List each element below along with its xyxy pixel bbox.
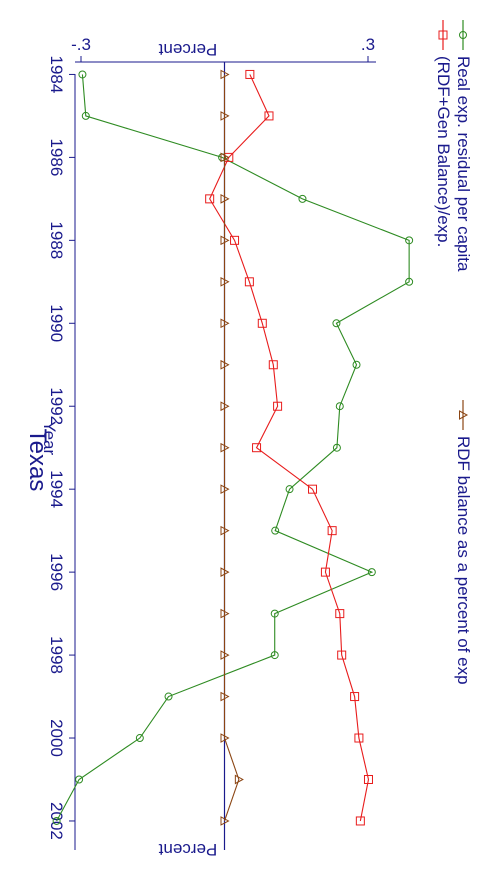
data-point [220,194,230,204]
data-point [220,567,230,577]
data-point [327,526,337,536]
data-point [245,69,255,79]
data-point [405,236,414,245]
data-point [220,401,230,412]
y-tick-label: .3 [361,35,375,54]
data-point [220,608,230,619]
series-1 [52,70,414,825]
x-tick-label: 1988 [47,221,66,259]
data-point [354,733,364,743]
x-tick-label: 1990 [47,304,66,342]
data-point [352,360,361,369]
data-point [363,774,373,784]
data-point [220,484,230,495]
data-point [220,359,230,370]
data-point [220,69,230,80]
series-line [56,74,410,822]
data-point [335,402,344,411]
data-point [257,318,267,328]
data-point [285,485,294,494]
data-point [270,651,279,660]
data-point [220,235,230,246]
data-point [220,442,230,453]
legend: Real exp. residual per capita(RDF+Gen Ba… [434,20,473,685]
data-point [234,774,244,785]
series-3 [220,69,244,826]
data-point [350,692,360,702]
data-point [355,816,365,826]
data-point [335,609,345,619]
legend-label: Real exp. residual per capita [454,56,473,272]
y-axis-label-left: Percent [158,840,217,859]
data-point [78,70,87,79]
data-point [220,733,230,743]
data-point [270,609,279,618]
x-tick-label: 1994 [47,470,66,508]
data-point [52,816,61,825]
data-point [405,277,414,286]
data-point [135,734,144,743]
data-point [332,319,341,328]
series-layer [52,69,414,826]
data-point [220,276,230,287]
x-tick-label: 1984 [47,56,66,94]
data-point [438,30,448,40]
x-tick-label: 1996 [47,553,66,591]
legend-item: Real exp. residual per capita [454,20,473,272]
data-point [220,525,230,536]
data-point [332,443,341,452]
data-point [75,775,84,784]
ticks: 1984 1986 1988 1990 1992 1994 1996 1998 2000 2002… [47,35,375,840]
y-tick-label: -.3 [71,35,91,54]
data-point [320,567,330,577]
data-point [298,194,307,203]
legend-label: (RDF+Gen Balance)/exp. [434,56,453,247]
data-point [252,443,262,453]
data-point [367,568,376,577]
data-point [164,692,173,701]
data-point [205,194,215,204]
data-point [230,235,240,245]
x-axis-label: Year [40,421,59,456]
chart-rotated-group: 1984 1986 1988 1990 1992 1994 1996 1998 2000 2002… [24,20,473,850]
data-point [220,318,230,329]
y-axis-label-right: Percent [158,40,217,59]
x-tick-label: 1992 [47,387,66,425]
data-point [268,360,278,370]
data-point [220,650,230,660]
legend-item: RDF balance as a percent of exp [454,400,473,685]
data-point [459,410,469,420]
series-line [223,74,240,822]
data-point [337,650,347,660]
series-2 [205,69,373,826]
x-tick-label: 1998 [47,636,66,674]
data-point [308,484,318,494]
x-tick-label: 2000 [47,719,66,757]
data-point [459,31,467,39]
x-tick-label: 2002 [47,802,66,840]
data-point [244,277,254,287]
axes [74,61,376,850]
data-point [81,111,90,120]
title: Texas [24,429,51,492]
series-line [209,74,370,822]
data-point [220,691,230,702]
legend-item: (RDF+Gen Balance)/exp. [434,20,453,247]
data-point [220,152,230,163]
data-point [220,816,230,826]
x-tick-label: 1986 [47,138,66,176]
data-point [271,526,280,535]
data-point [220,111,230,121]
data-point [264,111,274,121]
data-point [273,401,283,411]
legend-label: RDF balance as a percent of exp [454,436,473,685]
